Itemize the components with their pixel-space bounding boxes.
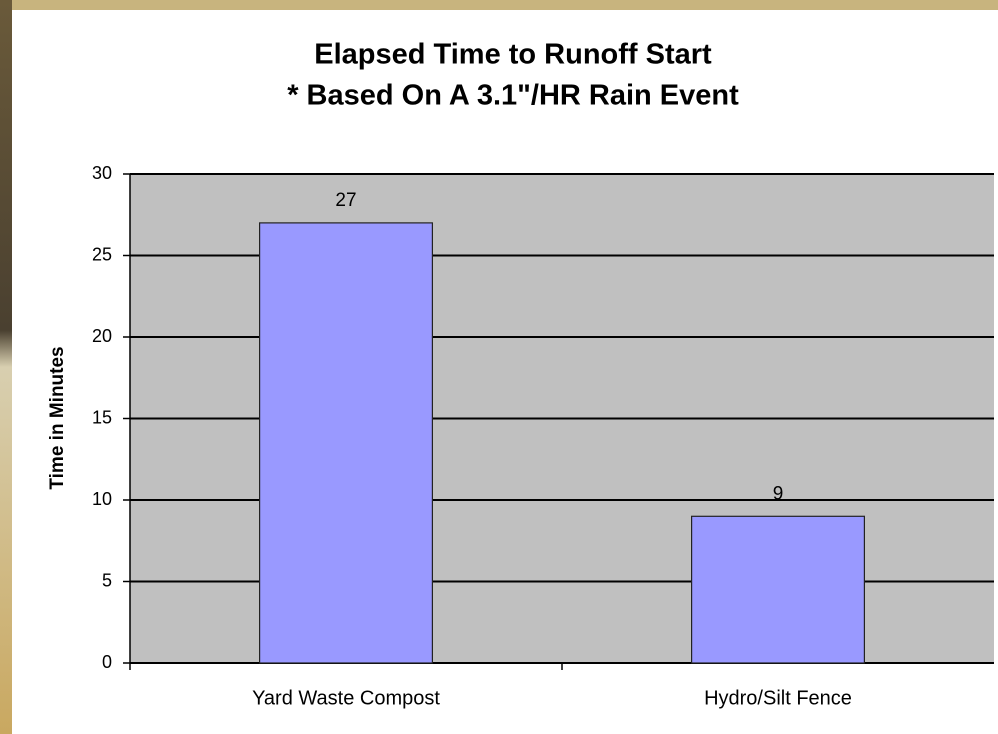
y-tick-label: 15 (92, 407, 112, 427)
background-strip (0, 0, 998, 10)
bar (260, 223, 433, 663)
background-edge (0, 0, 12, 734)
y-axis-title: Time in Minutes (47, 346, 68, 489)
page: {"chart_data": {"type": "bar", "title": … (0, 0, 998, 734)
y-tick-label: 20 (92, 326, 112, 346)
y-tick-label: 25 (92, 244, 112, 264)
chart: Elapsed Time to Runoff Start * Based On … (0, 0, 998, 734)
data-label: 27 (335, 190, 356, 211)
y-tick-label: 10 (92, 489, 112, 509)
chart-title: Elapsed Time to Runoff Start (314, 39, 712, 71)
bar (692, 516, 865, 663)
data-label: 9 (773, 483, 784, 504)
y-tick-label: 0 (102, 652, 112, 672)
y-tick-label: 30 (92, 163, 112, 183)
x-tick-label: Yard Waste Compost (252, 687, 440, 709)
chart-subtitle: * Based On A 3.1"/HR Rain Event (287, 80, 739, 112)
x-tick-label: Hydro/Silt Fence (704, 687, 852, 709)
y-tick-label: 5 (102, 570, 112, 590)
